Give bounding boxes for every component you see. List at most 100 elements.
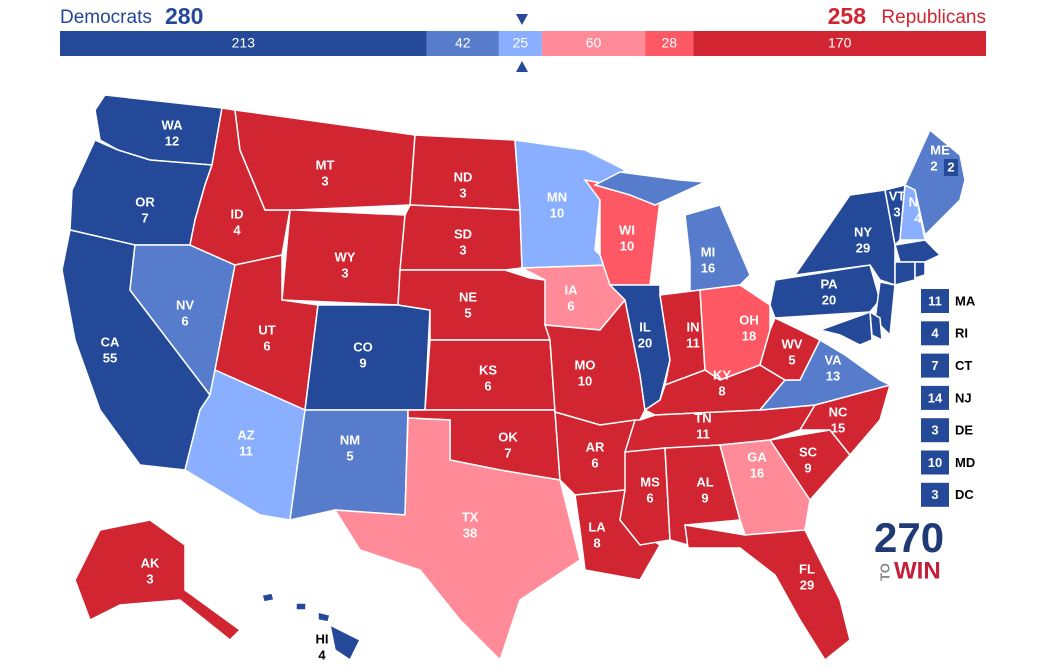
state-abbr: OH [739,312,759,327]
state-abbr: TN [694,410,711,425]
state-ev: 18 [742,328,756,343]
state-ev: 4 [318,647,326,662]
state-ev: 16 [701,260,715,275]
state-ev: 20 [822,292,836,307]
state [74,519,242,642]
state-ev: 55 [103,350,117,365]
state-abbr: KS [479,362,497,377]
state-ev: 4 [914,210,922,225]
state-abbr: HI [316,631,329,646]
state-ev: 3 [459,242,466,257]
rep-total: 258 [828,3,867,29]
state-abbr: WV [782,336,803,351]
state-abbr: NY [854,224,872,239]
state [317,611,331,623]
state-ev: 16 [750,465,764,480]
state-abbr: IA [565,282,579,297]
state-ev: 5 [788,352,795,367]
side-box [921,353,949,378]
bar-segment [645,31,694,56]
us-map: WA12OR7CA55NV6ID4MT3WY3UT6AZ11CO9NM5ND3S… [61,94,966,662]
state-abbr: WI [619,222,635,237]
state-abbr: VA [824,352,842,367]
state-ev: 6 [181,313,188,328]
side-ev: 14 [928,390,943,405]
state-ev: 10 [550,205,564,220]
state-ev: 29 [800,577,814,592]
state [543,298,646,426]
side-abbr: DE [955,423,973,438]
state [295,602,307,611]
state [817,310,873,346]
side-ev: 3 [931,423,938,438]
state-ev: 6 [591,455,598,470]
state-ev: 20 [638,335,652,350]
side-abbr: NJ [955,390,972,405]
state-abbr: AZ [237,427,254,442]
state-ev: 2 [930,158,937,173]
bar-label: 25 [513,35,529,51]
state-abbr: LA [588,519,606,534]
state-abbr: MS [640,474,660,489]
state [289,409,409,521]
state-ev: 9 [701,490,708,505]
state [328,623,362,662]
side-ev: 4 [931,326,939,341]
marker-bottom [516,61,528,72]
marker-top [516,14,528,25]
state-abbr: MO [575,357,596,372]
side-box [921,418,949,443]
state-abbr: GA [747,449,767,464]
state [333,417,581,662]
bar-segment [541,31,646,56]
state [261,592,275,603]
state-abbr: CO [353,339,373,354]
state-abbr: NE [459,289,477,304]
state-ev: 7 [141,210,148,225]
state-abbr: NM [340,432,360,447]
bar-segment [498,31,542,56]
district-box [944,159,958,176]
state-abbr: CA [101,334,120,349]
bar-label: 42 [455,35,471,51]
state-abbr: OR [135,194,155,209]
side-ev: 11 [928,293,942,308]
logo-number: 270 [874,514,944,561]
state-abbr: AR [586,439,605,454]
state-abbr: MT [316,157,335,172]
district-ev: 2 [947,159,954,174]
logo-win: WIN [894,557,941,584]
state-abbr: NV [176,297,194,312]
state-ev: 11 [696,426,710,441]
rep-label: Republicans [881,7,986,28]
side-box [921,450,949,475]
side-box [921,321,949,346]
state-ev: 29 [856,240,870,255]
state [592,171,708,206]
state-abbr: WA [162,117,184,132]
state-abbr: WY [335,249,356,264]
state [514,139,627,269]
state-ev: 11 [239,443,253,458]
side-box [921,482,949,507]
state-ev: 11 [686,335,700,350]
state [914,261,926,280]
state [904,128,966,237]
bar-segment [693,31,986,56]
state-ev: 7 [504,445,511,460]
state-abbr: AK [141,555,160,570]
state-ev: 5 [464,305,471,320]
side-abbr: CT [955,358,972,373]
logo: 270 TO WIN [874,514,944,584]
state-ev: 6 [567,298,574,313]
state-ev: 5 [346,448,353,463]
side-box [921,289,949,313]
state [759,316,822,381]
state-ev: 9 [804,460,811,475]
tally-bar: 213 42 25 60 28 170 [60,31,986,56]
state [304,304,431,411]
state-abbr: ND [454,169,473,184]
side-ev: 3 [931,487,938,502]
side-abbr: MA [955,293,976,308]
dem-total: 280 [165,3,203,29]
